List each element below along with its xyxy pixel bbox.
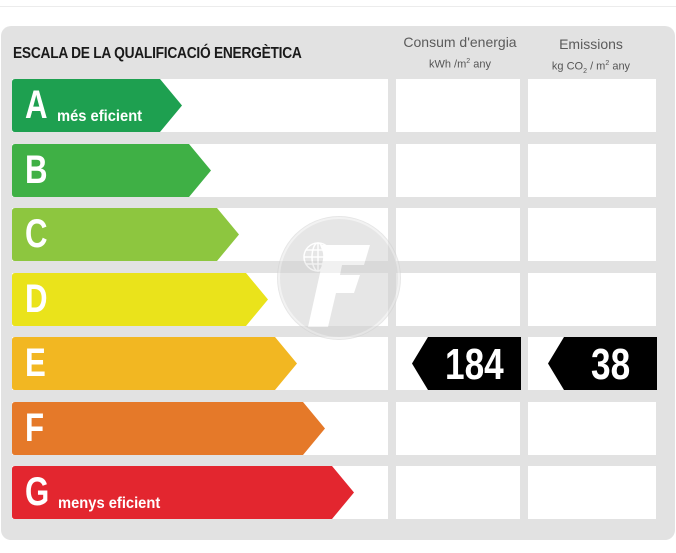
emissions-cell xyxy=(528,466,656,519)
emissions-unit: kg CO2 / m2 any xyxy=(551,60,631,75)
scale-letter: E xyxy=(25,341,46,385)
scale-letter-label: més eficient xyxy=(57,108,143,125)
emissions-cell xyxy=(528,79,656,132)
consumption-unit: kWh /m2 any xyxy=(429,58,491,71)
emissions-rating-value: 38 xyxy=(591,340,631,389)
scale-letter: C xyxy=(25,212,48,256)
consumption-cell xyxy=(396,79,520,132)
scale-letter: A xyxy=(25,83,48,127)
consumption-rating-value: 184 xyxy=(445,340,504,389)
scale-arrow-c xyxy=(12,208,239,261)
consumption-cell xyxy=(396,466,520,519)
consumption-header: Consum d'energia kWh /m2 any xyxy=(392,34,528,73)
emissions-cell xyxy=(528,273,656,326)
scale-arrow-f xyxy=(12,402,325,455)
scale-arrow-g xyxy=(12,466,354,519)
scale-arrow-b xyxy=(12,144,211,197)
consumption-rating: 184 xyxy=(412,337,521,390)
consumption-cell xyxy=(396,273,520,326)
scale-arrow-e xyxy=(12,337,297,390)
scale-arrow-a xyxy=(12,79,182,132)
consumption-cell xyxy=(396,208,520,261)
scale-letter: B xyxy=(25,148,48,192)
scale-title: ESCALA DE LA QUALIFICACIÓ ENERGÈTICA xyxy=(13,45,302,62)
scale-letter: D xyxy=(25,277,48,321)
emissions-cell xyxy=(528,402,656,455)
scale-arrow-d xyxy=(12,273,268,326)
emissions-cell xyxy=(528,208,656,261)
watermark-logo-icon xyxy=(277,216,401,340)
emissions-label: Emissions xyxy=(559,36,623,52)
consumption-cell xyxy=(396,144,520,197)
scale-letter: F xyxy=(25,406,45,450)
scale-letter-label: menys eficient xyxy=(58,495,161,512)
consumption-cell xyxy=(396,402,520,455)
top-divider xyxy=(0,6,676,7)
emissions-cell xyxy=(528,144,656,197)
scale-letter: G xyxy=(25,470,50,514)
consumption-label: Consum d'energia xyxy=(403,34,517,50)
emissions-rating: 38 xyxy=(548,337,657,390)
emissions-header: Emissions kg CO2 / m2 any xyxy=(523,36,659,80)
